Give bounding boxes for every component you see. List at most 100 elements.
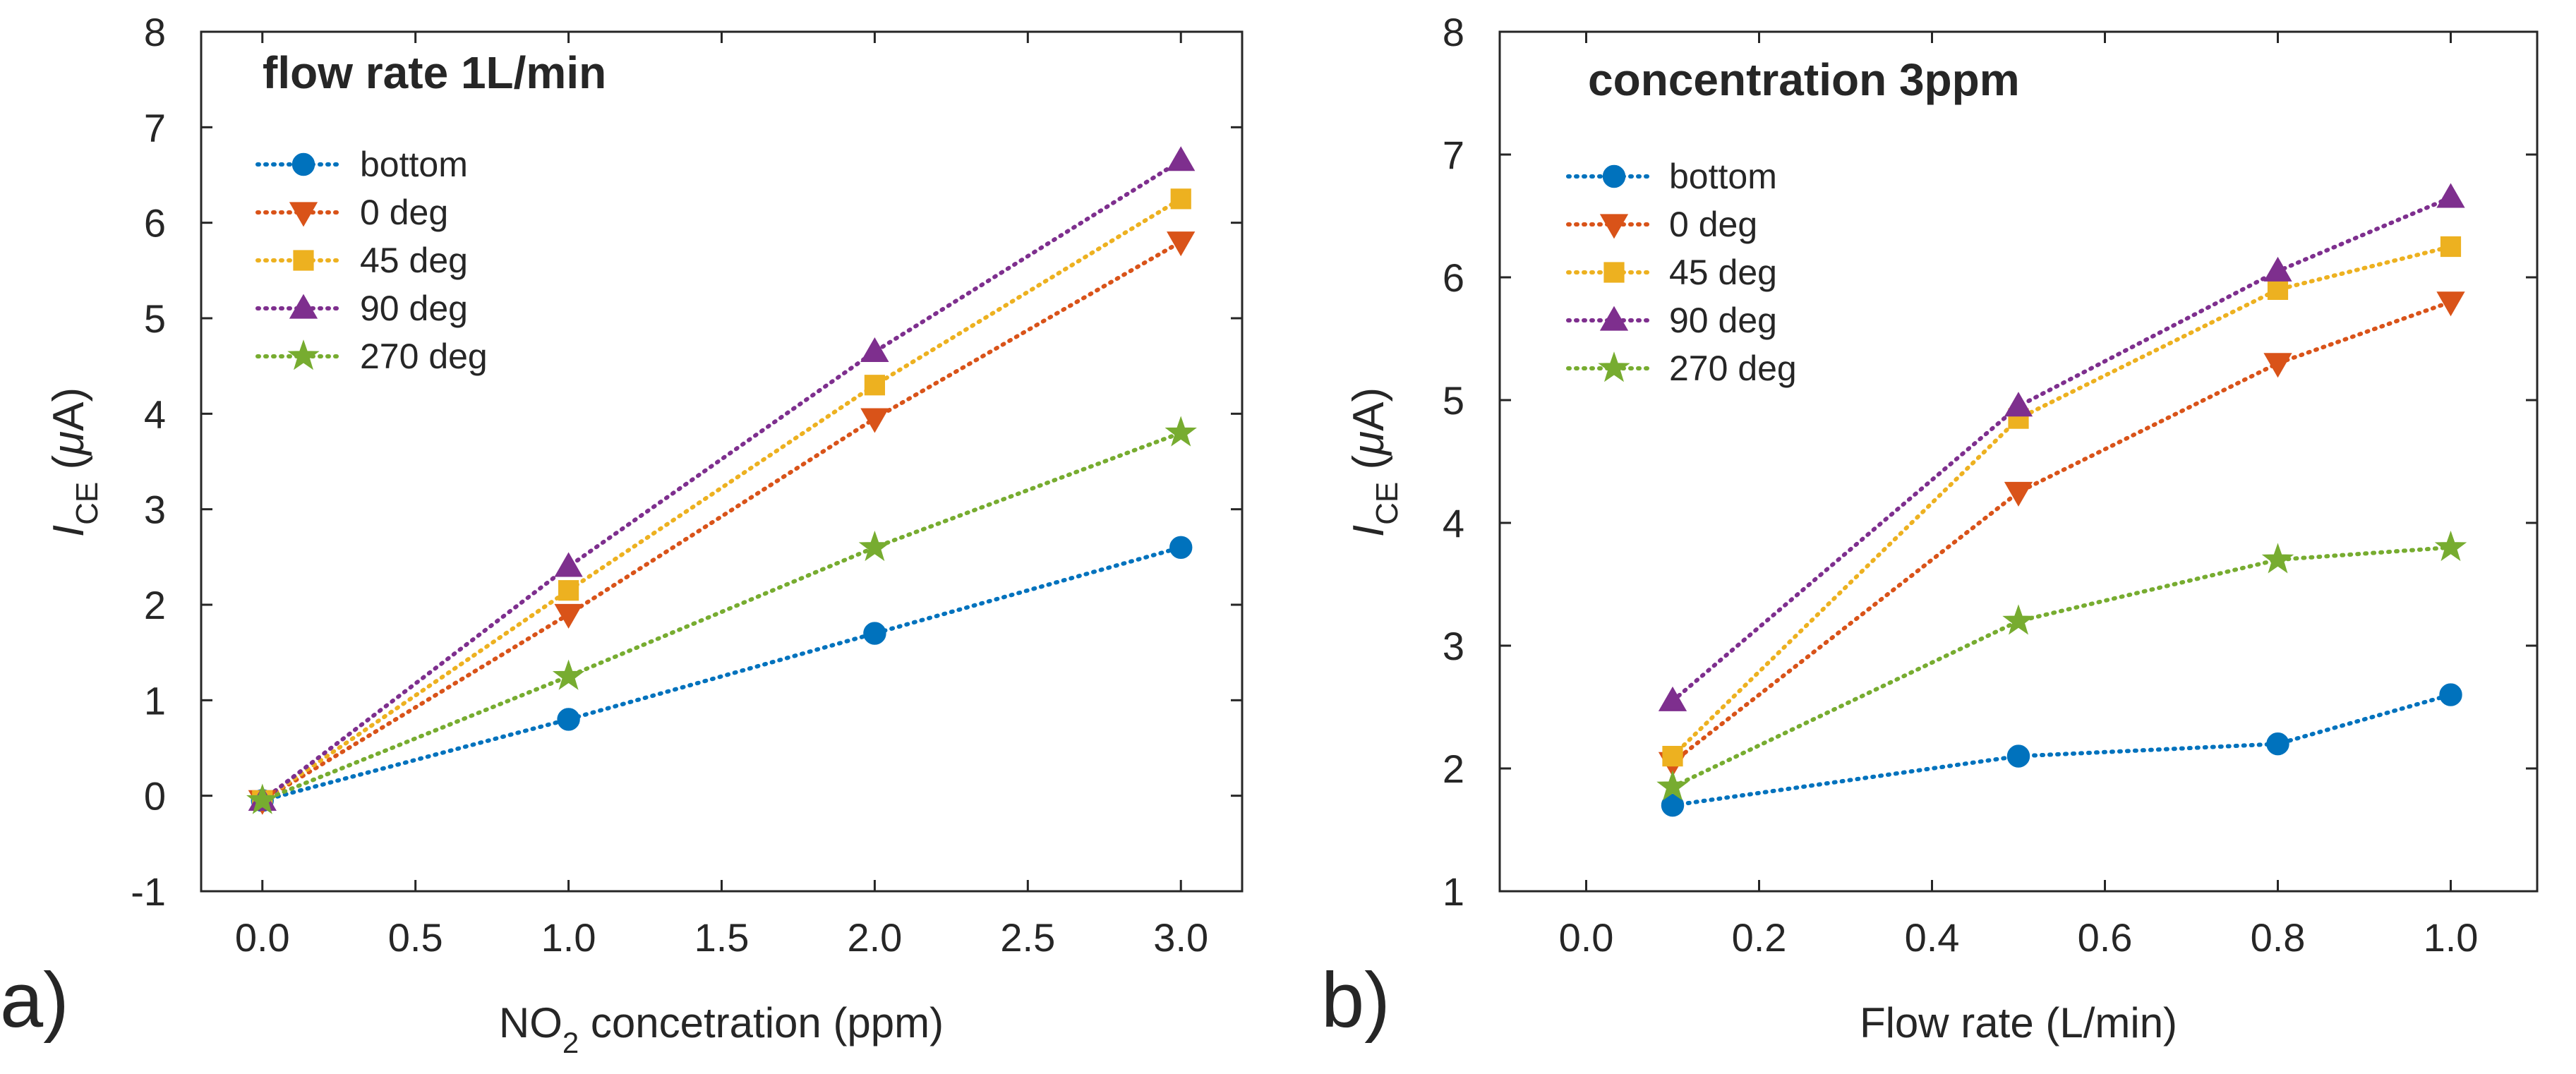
y-axis-label-part: μ (44, 431, 93, 457)
legend-marker (1599, 214, 1629, 239)
data-point-45-deg (558, 580, 579, 601)
data-point-270-deg (2002, 604, 2035, 635)
y-tick-label: -1 (131, 869, 166, 914)
y-tick-label: 4 (1443, 501, 1464, 545)
y-tick-label: 1 (144, 678, 166, 723)
legend-marker (1599, 306, 1629, 331)
legend-label: 90 deg (1669, 301, 1777, 340)
legend-label: 0 deg (1669, 205, 1757, 244)
data-point-270-deg (2434, 530, 2467, 562)
x-tick-label: 0.2 (1732, 915, 1787, 960)
chart-title: concentration 3ppm (1588, 54, 2020, 105)
x-axis-label-subscript: 2 (562, 1026, 579, 1059)
data-point-45-deg (1662, 746, 1683, 767)
y-axis-label-subscript: CE (1370, 482, 1404, 525)
y-axis-label-part: A) (44, 387, 93, 431)
data-point-270-deg (1164, 416, 1197, 447)
y-axis-label-part: μ (1344, 431, 1393, 457)
legend-label: 270 deg (1669, 349, 1797, 388)
panel-label: b) (1321, 957, 1390, 1044)
series-line-0-deg (1671, 299, 2453, 765)
data-point-bottom (1169, 536, 1193, 559)
y-tick-label: 2 (1443, 747, 1464, 791)
legend-marker (289, 294, 318, 319)
y-tick-label: 8 (1443, 10, 1464, 54)
panel-label: a) (0, 957, 69, 1044)
data-point-90-deg (1658, 686, 1687, 711)
x-tick-label: 0.4 (1905, 915, 1960, 960)
data-point-45-deg (2267, 279, 2289, 300)
x-tick-label: 0.6 (2078, 915, 2133, 960)
legend: bottom 0 deg 45 deg 90 deg 270 deg (1566, 157, 1797, 388)
legend: bottom 0 deg 45 deg 90 deg 270 deg (255, 145, 488, 376)
y-tick-label: 3 (1443, 624, 1464, 668)
x-axis-label: NO2 concetration (ppm) (499, 999, 944, 1059)
data-point-45-deg (864, 375, 886, 396)
y-tick-label: 5 (1443, 378, 1464, 423)
legend-marker (1602, 164, 1626, 188)
series-line-45-deg (260, 196, 1184, 803)
y-tick-label: 7 (1443, 133, 1464, 177)
data-point-270-deg (1656, 770, 1689, 801)
y-axis-label: ICE (μA) (1344, 387, 1404, 537)
legend-marker (1598, 351, 1630, 382)
data-point-bottom (1661, 794, 1685, 817)
series-line-0-deg (260, 239, 1184, 803)
series-line-90-deg (1671, 195, 2453, 704)
legend-label: 90 deg (360, 289, 468, 328)
series-line-270-deg (1671, 545, 2453, 790)
x-tick-label: 0.0 (235, 915, 290, 960)
y-tick-label: 6 (1443, 255, 1464, 300)
data-point-0-deg (2436, 291, 2465, 317)
x-tick-label: 0.5 (388, 915, 443, 960)
x-axis-label-part: Flow rate (L/min) (1860, 999, 2177, 1046)
legend-marker (287, 339, 320, 370)
y-tick-label: 6 (144, 201, 166, 246)
legend-marker (293, 250, 314, 271)
legend-label: bottom (1669, 157, 1777, 196)
x-axis-label-part: concetration (ppm) (579, 999, 944, 1046)
data-point-90-deg (2263, 256, 2292, 282)
legend-label: 45 deg (360, 241, 468, 280)
x-axis-label-part: NO (499, 999, 562, 1046)
x-tick-label: 2.0 (847, 915, 902, 960)
panel-a: 0.0 0.5 1.0 1.5 2.0 2.5 3.0 -1 0 1 2 3 4 5 6 7 8 flow rat… (0, 10, 1244, 1059)
legend-label: 0 deg (360, 193, 448, 232)
legend-marker (1603, 262, 1625, 283)
data-point-45-deg (1170, 188, 1191, 210)
y-tick-label: 5 (144, 296, 166, 341)
data-point-0-deg (2004, 481, 2033, 507)
legend-marker (291, 152, 315, 176)
x-tick-label: 1.0 (2424, 915, 2479, 960)
data-point-0-deg (1167, 231, 1196, 257)
y-tick-label: 8 (144, 10, 166, 54)
data-point-270-deg (246, 783, 279, 814)
y-axis-label-part: ( (44, 455, 93, 482)
x-tick-label: 0.0 (1559, 915, 1614, 960)
data-point-90-deg (2004, 392, 2033, 417)
data-point-270-deg (2261, 543, 2294, 574)
y-tick-label: 4 (144, 392, 166, 436)
y-axis-label-part: ( (1344, 455, 1393, 482)
data-point-bottom (863, 622, 886, 645)
data-point-0-deg (554, 603, 583, 629)
y-tick-label: 2 (144, 583, 166, 627)
panel-b: 0.0 0.2 0.4 0.6 0.8 1.0 1 2 3 4 5 6 7 8 concentration … (1321, 10, 2539, 1046)
x-tick-label: 3.0 (1153, 915, 1208, 960)
data-point-0-deg (2263, 353, 2292, 378)
data-point-bottom (557, 708, 580, 731)
series-line-270-deg (260, 430, 1184, 803)
data-point-bottom (2266, 732, 2289, 756)
series-line-bottom (1671, 692, 2453, 808)
data-point-90-deg (554, 552, 583, 577)
data-point-270-deg (858, 530, 891, 562)
data-point-90-deg (1167, 146, 1196, 171)
data-point-bottom (2006, 744, 2030, 768)
series-line-90-deg (260, 158, 1184, 803)
legend-label: 270 deg (360, 337, 488, 376)
y-axis-label-part: I (44, 525, 93, 537)
chart-title: flow rate 1L/min (263, 47, 606, 98)
x-axis-label: Flow rate (L/min) (1860, 999, 2177, 1046)
data-point-45-deg (2440, 236, 2462, 258)
